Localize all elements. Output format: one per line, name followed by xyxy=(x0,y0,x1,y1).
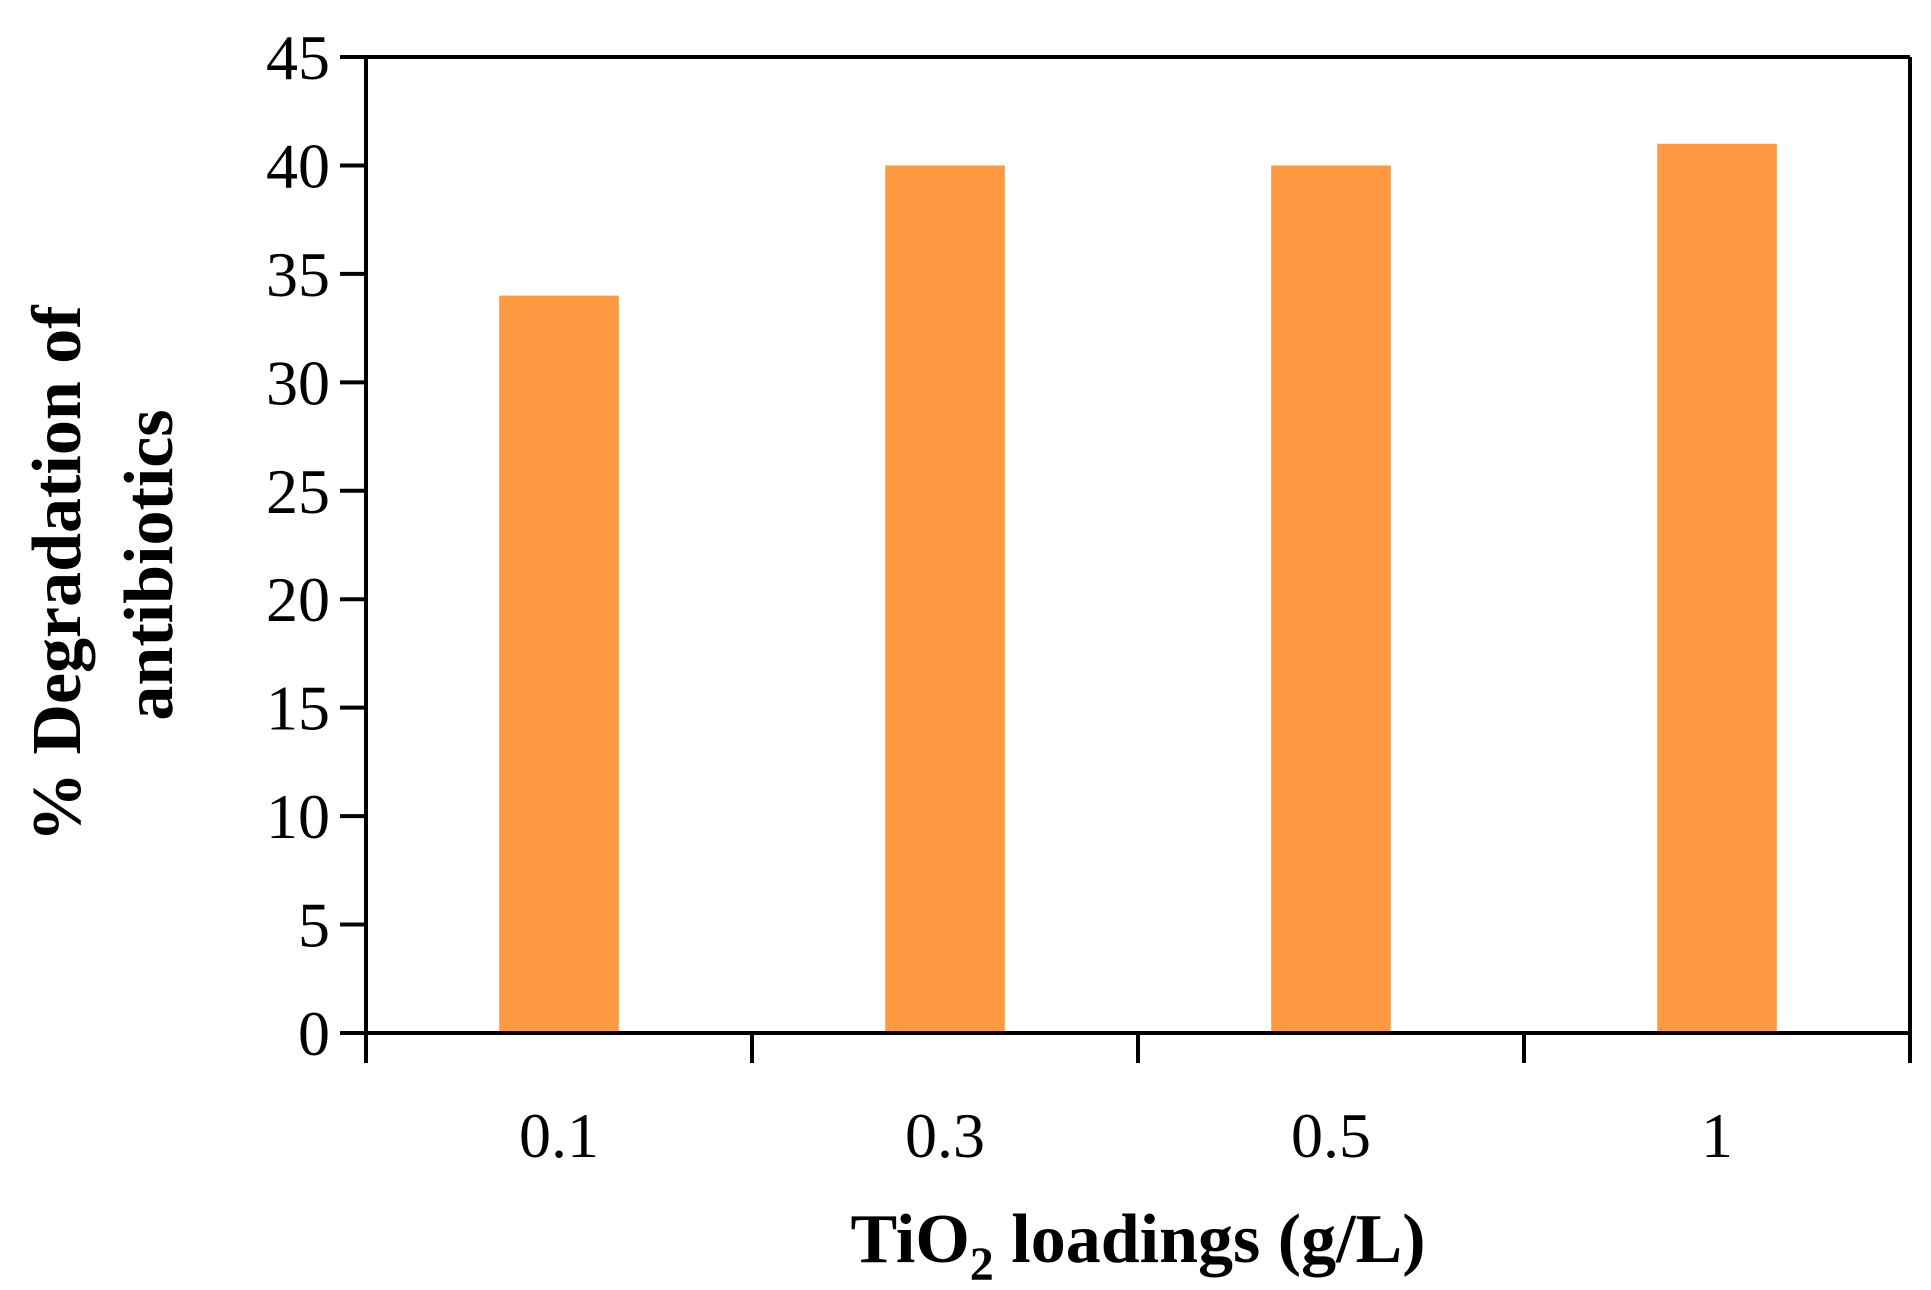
x-axis-title: TiO2 loadings (g/L) xyxy=(850,1201,1425,1290)
y-tick-label: 25 xyxy=(266,456,330,527)
y-tick-label: 40 xyxy=(266,130,330,201)
bar-0.1 xyxy=(499,295,619,1034)
y-tick-label: 5 xyxy=(298,890,330,961)
x-axis-title-main: TiO xyxy=(850,1201,969,1278)
bar-0.5 xyxy=(1271,165,1391,1033)
y-tick-label: 10 xyxy=(266,781,330,852)
bar-1 xyxy=(1657,143,1777,1033)
x-axis-ticks: 0.1 0.3 0.5 1 xyxy=(364,1033,1912,1171)
y-tick-label: 45 xyxy=(266,22,330,93)
y-tick-label: 0 xyxy=(298,998,330,1069)
y-axis-ticks: 0 5 10 15 20 25 30 35 40 45 xyxy=(266,22,366,1069)
bar-0.3 xyxy=(885,165,1005,1033)
y-tick-label: 35 xyxy=(266,239,330,310)
x-tick-label: 0.1 xyxy=(519,1100,599,1171)
y-tick-label: 15 xyxy=(266,673,330,744)
x-axis-title-suffix: loadings (g/L) xyxy=(994,1201,1426,1278)
x-tick-label: 1 xyxy=(1701,1100,1733,1171)
x-tick-label: 0.3 xyxy=(905,1100,985,1171)
y-tick-label: 30 xyxy=(266,347,330,418)
bars-group xyxy=(499,143,1777,1034)
x-tick-label: 0.5 xyxy=(1291,1100,1371,1171)
y-tick-label: 20 xyxy=(266,564,330,635)
y-axis-title-line2: antibiotics xyxy=(111,409,188,720)
x-axis-title-subscript: 2 xyxy=(970,1238,994,1290)
y-axis-title-line1: % Degradation of xyxy=(19,305,96,842)
axes-group xyxy=(364,55,1912,1063)
y-axis-title: % Degradation of antibiotics xyxy=(19,288,188,842)
